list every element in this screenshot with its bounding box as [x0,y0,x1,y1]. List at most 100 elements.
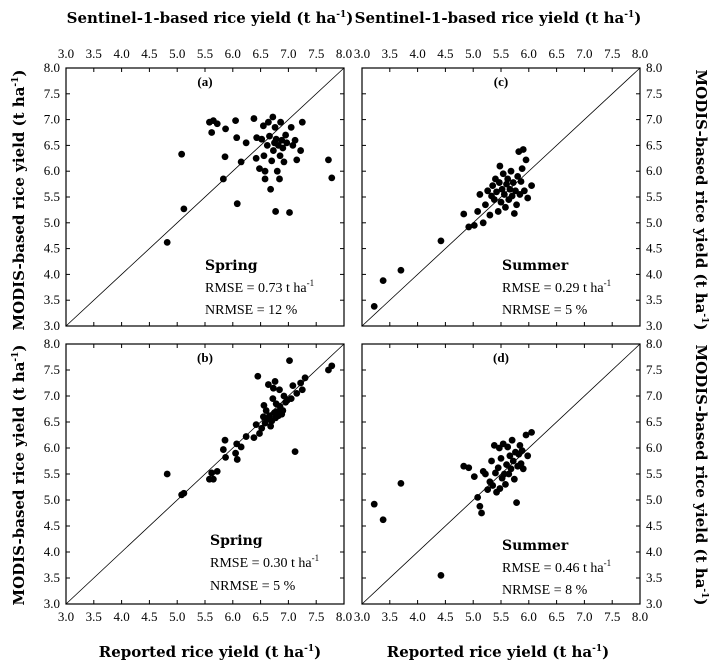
panel-label: (b) [197,350,213,365]
data-point [276,152,284,160]
data-point [279,144,287,152]
y-tick-label: 4.0 [44,266,60,281]
data-point [254,372,262,380]
data-point [328,174,336,182]
data-point [510,475,518,483]
y-tick-label: 3.0 [44,318,60,333]
data-point [287,395,295,402]
x-tick-label: 8.0 [632,46,648,61]
x-tick-label: 7.5 [604,46,620,61]
x-tick-label: 3.5 [86,609,102,624]
data-point [289,382,297,389]
data-point [213,468,221,475]
nrmse-label: NRMSE = 5 % [210,579,296,594]
x-tick-label: 8.0 [336,609,352,624]
y-tick-label: 5.5 [44,189,60,204]
y-tick-label: 7.0 [646,112,662,127]
data-point [163,470,171,478]
y-tick-label: 5.0 [44,492,60,507]
data-point [370,302,378,310]
data-point [518,165,526,173]
y-tick-label: 5.5 [646,466,662,481]
data-point [397,266,405,274]
data-point [163,239,171,246]
data-point [520,187,528,195]
data-point [494,464,502,472]
data-point [492,469,499,477]
data-point [478,509,485,517]
data-point [397,479,405,487]
data-point [271,378,279,385]
data-point [280,158,288,166]
data-point [209,475,217,483]
data-point [508,436,516,444]
data-point [258,424,266,432]
rmse-label: RMSE = 0.73 t ha-1 [205,278,314,296]
y-tick-label: 5.5 [44,466,60,481]
bottom-x-axis-title: Reported rice yield (t ha-1) [99,643,321,661]
data-point [507,167,515,175]
data-point [268,157,276,165]
y-tick-label: 3.5 [44,292,60,307]
data-point [513,499,520,506]
y-tick-label: 6.0 [646,163,662,178]
x-tick-label: 3.5 [382,609,398,624]
panel-b: 3.0 3.5 4.0 4.5 5.0 5.5 6.0 6.5 7.0 7.5 8.0 3.0 3.5 4… [44,336,352,624]
x-tick-label: 5.5 [197,46,213,61]
data-point [504,175,512,183]
data-point [301,374,309,382]
data-point [502,481,509,488]
x-tick-label: 6.0 [521,46,537,61]
x-tick-label: 7.5 [308,609,324,624]
data-point [493,188,500,196]
data-point [506,452,514,460]
y-tick-label: 7.0 [646,388,662,403]
data-point [293,390,301,397]
x-tick-label: 7.0 [576,609,592,624]
panels: 3.0 3.5 4.0 4.5 5.0 5.5 6.0 6.5 7.0 7.5 8.03.03.54… [44,46,663,624]
data-point [286,357,293,365]
y-tick-label: 5.0 [646,492,662,507]
data-point [522,431,530,439]
data-point [264,118,272,126]
data-point [505,470,513,478]
x-tick-label: 3.0 [354,46,370,61]
data-point [256,430,263,437]
y-tick-label: 6.0 [44,440,60,455]
data-point [465,223,473,231]
x-tick-label: 3.0 [354,609,370,624]
data-point [263,142,271,149]
y-tick-label: 4.0 [646,266,662,281]
rmse-label: RMSE = 0.30 t ha-1 [210,553,319,571]
panel-label: (c) [494,74,508,89]
data-point [370,500,378,508]
data-point [494,208,502,215]
y-tick-label: 6.0 [646,440,662,455]
y-tick-label: 8.0 [646,60,662,75]
x-tick-label: 3.0 [58,609,74,624]
data-point [291,136,299,144]
data-point [524,452,532,460]
data-point [180,489,188,497]
data-point [508,192,516,200]
data-point [297,379,305,387]
data-point [259,122,267,130]
y-tick-label: 5.0 [646,215,662,230]
data-point [267,185,275,193]
data-point [503,180,510,188]
data-point [465,464,473,472]
data-point [261,175,269,183]
data-point [262,407,270,414]
y-tick-label: 3.5 [646,570,662,585]
data-point [277,118,285,126]
data-point [279,407,287,414]
data-point [208,129,216,136]
data-point [489,482,497,489]
data-point [252,421,260,428]
x-tick-label: 4.5 [141,609,157,624]
season-label: Summer [502,538,569,554]
y-tick-label: 7.5 [646,86,662,101]
y-tick-label: 3.0 [646,596,662,611]
data-point [272,135,280,143]
data-point [287,123,295,131]
